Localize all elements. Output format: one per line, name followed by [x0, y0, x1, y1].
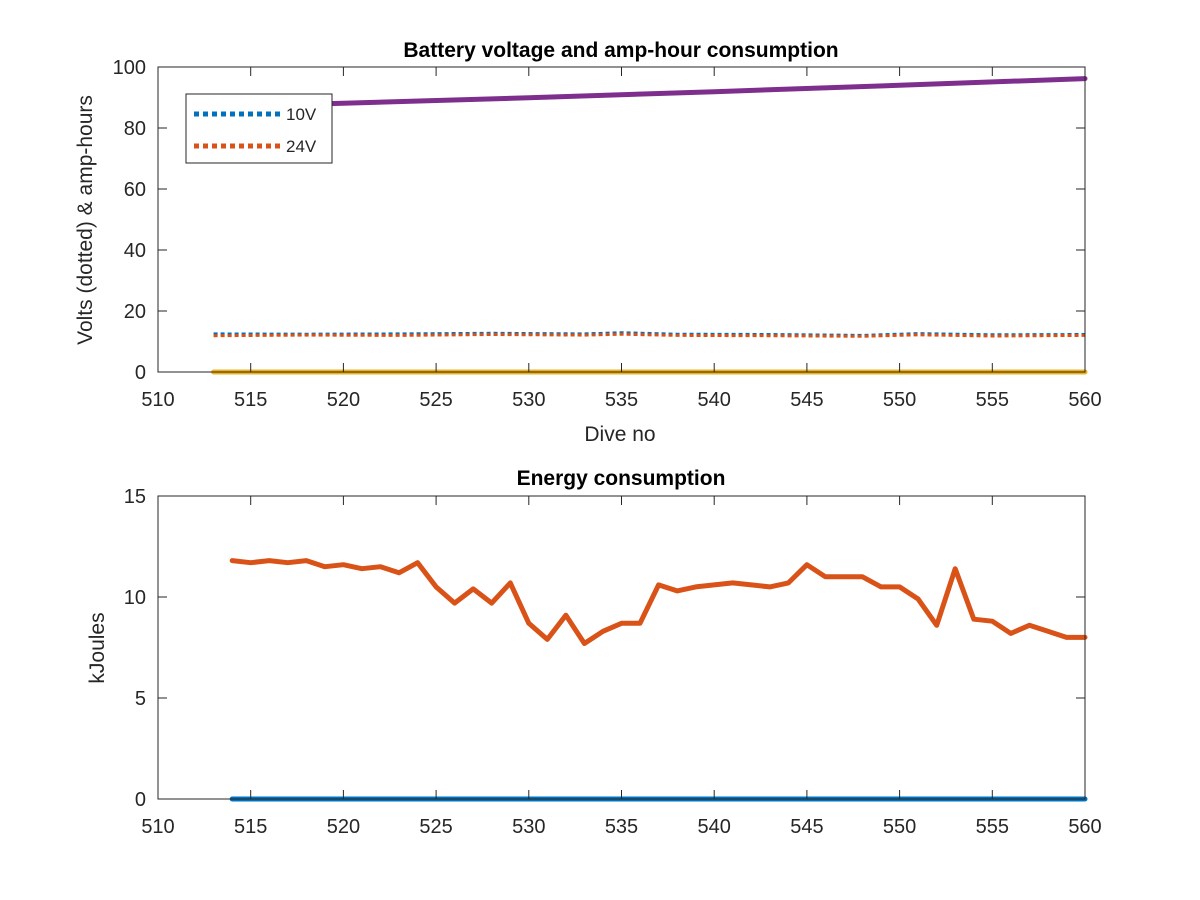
energy-x-tick-label: 540	[698, 816, 731, 838]
voltage-x-tick-label: 520	[327, 389, 360, 411]
energy-y-tick-label: 0	[135, 789, 146, 811]
voltage-y-tick-label: 100	[113, 57, 146, 79]
voltage-y-tick-label: 80	[124, 118, 146, 140]
energy-y-tick-label: 10	[124, 587, 146, 609]
voltage-subplot: 510 515 520 525 530 535 540 545 550 555 560 0 20 40 60…	[74, 39, 1102, 446]
energy-x-tick-label: 555	[976, 816, 1009, 838]
energy-x-tick-label: 545	[790, 816, 823, 838]
voltage-x-tick-label: 545	[790, 389, 823, 411]
voltage-x-tick-label: 525	[419, 389, 452, 411]
voltage-x-tick-label: 540	[698, 389, 731, 411]
voltage-x-axis-label: Dive no	[584, 423, 655, 446]
energy-plot-area	[158, 496, 1085, 799]
legend-box	[185, 93, 333, 164]
energy-x-tick-label: 560	[1068, 816, 1101, 838]
energy-chart-title: Energy consumption	[517, 467, 726, 490]
energy-subplot: 510 515 520 525 530 535 540 545 550 555 560051015 …	[86, 467, 1102, 838]
voltage-y-tick-label: 40	[124, 240, 146, 262]
voltage-y-tick-label: 60	[124, 179, 146, 201]
energy-x-tick-label: 530	[512, 816, 545, 838]
voltage-x-tick-label: 530	[512, 389, 545, 411]
voltage-x-tick-label: 550	[883, 389, 916, 411]
voltage-y-axis-label: Volts (dotted) & amp-hours	[74, 95, 97, 345]
legend-label-24v: 24V	[286, 137, 317, 156]
voltage-legend: 10V 24V	[185, 93, 333, 164]
voltage-y-tick-label: 0	[135, 362, 146, 384]
voltage-x-tick-label: 555	[976, 389, 1009, 411]
energy-x-tick-label: 515	[234, 816, 267, 838]
legend-label-10v: 10V	[286, 105, 317, 124]
energy-y-tick-label: 5	[135, 688, 146, 710]
voltage-x-tick-label: 560	[1068, 389, 1101, 411]
energy-x-tick-label: 510	[141, 816, 174, 838]
energy-y-axis-label: kJoules	[86, 612, 109, 683]
voltage-x-tick-label: 535	[605, 389, 638, 411]
voltage-y-tick-label: 20	[124, 301, 146, 323]
energy-x-tick-label: 520	[327, 816, 360, 838]
energy-x-tick-label: 550	[883, 816, 916, 838]
energy-series-line-0	[229, 558, 1088, 646]
voltage-ticks-group: 510 515 520 525 530 535 540 545 550 555 560 0 20 40 60…	[113, 57, 1102, 411]
energy-y-tick-label: 15	[124, 486, 146, 508]
voltage-x-tick-label: 510	[141, 389, 174, 411]
energy-x-tick-label: 535	[605, 816, 638, 838]
voltage-chart-title: Battery voltage and amp-hour consumption	[403, 39, 838, 62]
voltage-x-tick-label: 515	[234, 389, 267, 411]
energy-x-tick-label: 525	[419, 816, 452, 838]
voltage-series-line-1	[213, 332, 1086, 338]
